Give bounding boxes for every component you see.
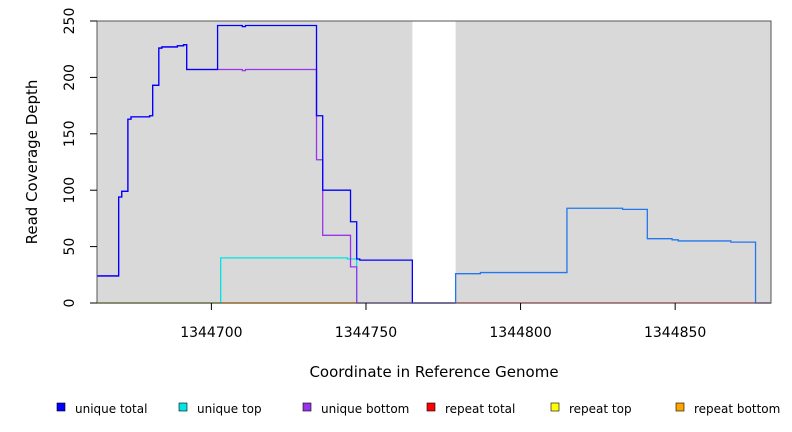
legend-label: unique top <box>197 402 262 416</box>
legend-swatch <box>302 402 312 412</box>
plot-background <box>97 20 771 303</box>
plot-frame <box>96 20 772 304</box>
axes-layer: 1344700 1344750 1344800 1344850 0 50 100 150 200… <box>62 8 706 341</box>
legend-swatch <box>178 402 188 412</box>
legend-label: repeat bottom <box>694 402 780 416</box>
x-tick-label: 1344750 <box>335 325 397 341</box>
legend-label: repeat top <box>569 402 632 416</box>
y-axis-title: Read Coverage Depth <box>23 80 41 245</box>
legend-swatch <box>426 402 436 412</box>
y-tick-label: 0 <box>62 299 78 308</box>
legend: unique total unique top unique bottom repea… <box>56 402 780 416</box>
y-tick-label: 150 <box>62 120 78 147</box>
legend-swatch <box>550 402 560 412</box>
series-line-additional <box>412 207 771 304</box>
y-tick-label: 100 <box>62 177 78 204</box>
x-tick-label: 1344850 <box>644 325 706 341</box>
y-tick-label: 250 <box>62 8 78 35</box>
legend-label: unique bottom <box>321 402 409 416</box>
shaded-region-1 <box>97 21 413 303</box>
legend-label: unique total <box>75 402 147 416</box>
y-tick-label: 50 <box>62 238 78 256</box>
y-tick-label: 200 <box>62 64 78 91</box>
legend-swatch <box>675 402 685 412</box>
series-line-unique-total <box>97 24 456 304</box>
legend-label: repeat total <box>445 402 515 416</box>
x-axis-title: Coordinate in Reference Genome <box>309 363 558 381</box>
x-tick-label: 1344700 <box>180 325 242 341</box>
legend-swatch <box>56 402 66 412</box>
x-tick-label: 1344800 <box>489 325 551 341</box>
shaded-region-2 <box>455 21 771 303</box>
